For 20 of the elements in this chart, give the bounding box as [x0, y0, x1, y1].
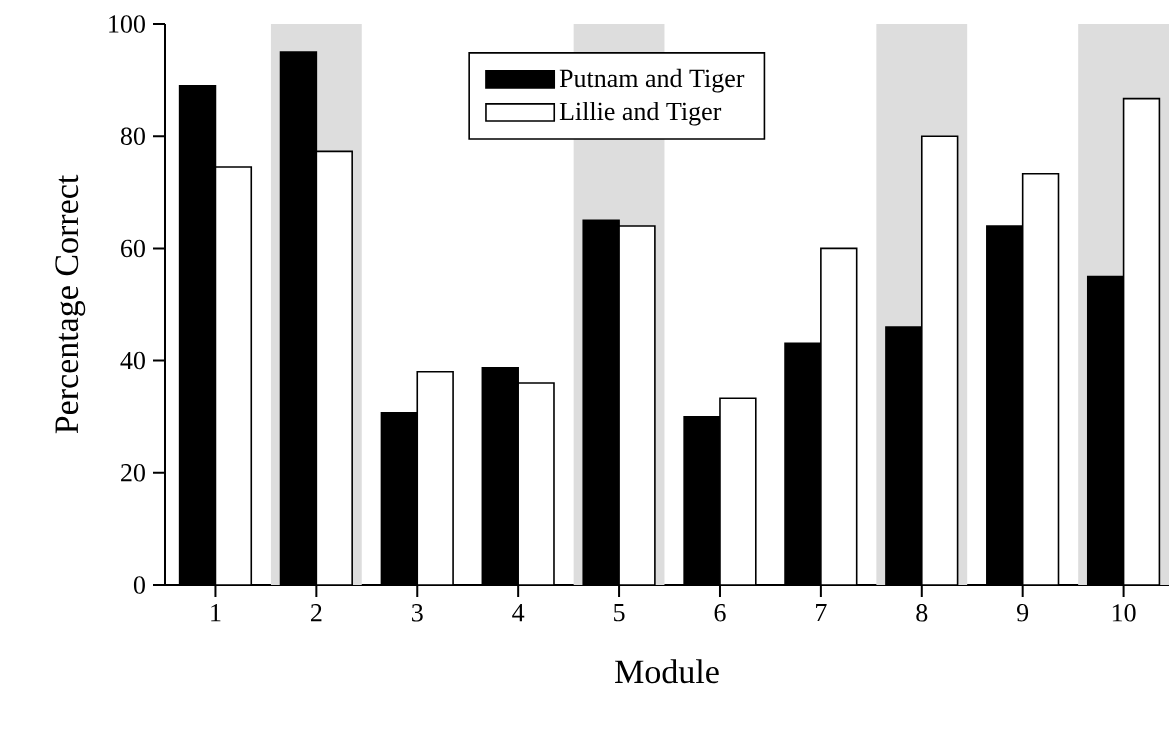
y-tick-label: 80: [120, 127, 145, 145]
x-tick-label: 2: [310, 604, 322, 622]
x-tick-label: 6: [714, 604, 726, 622]
y-tick-label: 40: [120, 351, 145, 370]
y-tick-label: 20: [121, 464, 145, 482]
legend-label: Lillie and Tiger: [559, 101, 722, 126]
y-axis-title: Percentage Correct: [55, 174, 86, 434]
x-axis-title: Module: [615, 659, 719, 684]
y-tick-label: 0: [133, 576, 145, 594]
y-tick-label: 60: [121, 239, 145, 258]
x-tick-label: 3: [412, 604, 423, 622]
x-tick-label: 4: [512, 604, 525, 622]
x-tick-label: 10: [1112, 604, 1136, 622]
x-tick-label: 1: [211, 604, 221, 622]
x-tick-label: 9: [1017, 604, 1029, 622]
legend-label: Putnam and Tiger: [559, 68, 745, 93]
x-tick-label: 5: [614, 604, 625, 622]
y-tick-label: 100: [109, 15, 145, 33]
x-tick-label: 7: [816, 604, 827, 622]
x-tick-label: 8: [916, 604, 928, 622]
